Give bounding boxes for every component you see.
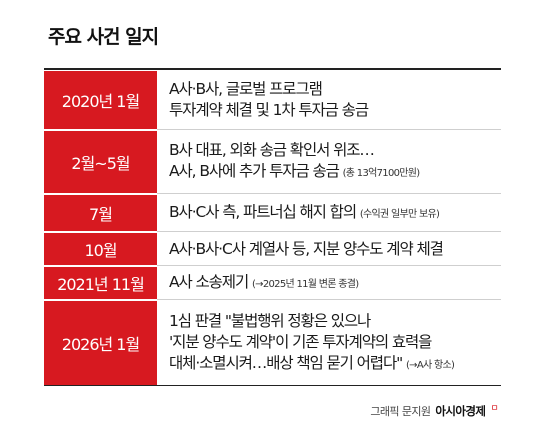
description-line: A사·B사·C사 계열사 등, 지분 양수도 계약 체결 [169,239,444,258]
description-line: A사, B사에 추가 투자금 송금 (총 13억7100만원) [169,161,501,184]
timeline-date: 2020년 1월 [44,71,157,129]
row-divider [44,129,501,130]
description-line: 투자계약 체결 및 1차 투자금 송금 [169,101,369,119]
timeline-row: 2020년 1월 A사·B사, 글로벌 프로그램 투자계약 체결 및 1차 투자… [44,71,501,130]
timeline-description: A사·B사, 글로벌 프로그램 투자계약 체결 및 1차 투자금 송금 [169,71,501,129]
timeline-row: 10월 A사·B사·C사 계열사 등, 지분 양수도 계약 체결 [44,233,501,266]
timeline-description: B사·C사 측, 파트너십 해지 합의 (수익권 일부만 보유) [169,195,501,231]
row-divider [44,193,501,194]
brand-mark-icon: ㅁ [490,404,498,414]
description-line: 1심 판결 "불법행위 정황은 있으나 [169,311,371,330]
timeline-row: 7월 B사·C사 측, 파트너십 해지 합의 (수익권 일부만 보유) [44,195,501,232]
timeline-date: 2월~5월 [44,131,157,193]
timeline-date: 7월 [44,195,157,231]
row-divider [44,265,501,266]
description-text: 대체·소멸시켜…배상 책임 묻기 어렵다" [169,353,403,372]
description-line: '지분 양수도 계약'이 기존 투자계약의 효력을 [169,332,432,351]
description-note: (→A사 항소) [405,359,455,371]
graphic-credit: 그래픽 문지원 아시아경제 ㅁ [370,403,498,419]
description-note: (수익권 일부만 보유) [359,208,440,220]
timeline-row: 2026년 1월 1심 판결 "불법행위 정황은 있으나 '지분 양수도 계약'… [44,301,501,385]
timeline-description: A사·B사·C사 계열사 등, 지분 양수도 계약 체결 [169,233,501,265]
title-rule [44,68,501,70]
description-text: A사, B사에 추가 투자금 송금 [169,162,340,180]
page-title: 주요 사건 일지 [48,26,159,48]
timeline-date: 2026년 1월 [44,301,157,385]
timeline-row: 2021년 11월 A사 소송제기 (→2025년 11월 변론 종결) [44,267,501,300]
timeline-date: 10월 [44,233,157,265]
description-line: A사 소송제기 (→2025년 11월 변론 종결) [169,272,501,295]
description-line: B사 대표, 외화 송금 확인서 위조… [169,141,375,159]
description-note: (→2025년 11월 변론 종결) [251,278,359,290]
description-text: B사·C사 측, 파트너십 해지 합의 [169,202,357,221]
description-note: (총 13억7100만원) [342,168,421,179]
row-divider [44,231,501,232]
description-line: B사·C사 측, 파트너십 해지 합의 (수익권 일부만 보유) [169,202,501,225]
timeline-description: 1심 판결 "불법행위 정황은 있으나 '지분 양수도 계약'이 기존 투자계약… [169,301,501,385]
timeline-date: 2021년 11월 [44,267,157,299]
credit-label: 그래픽 문지원 [370,405,431,418]
description-line: 대체·소멸시켜…배상 책임 묻기 어렵다" (→A사 항소) [169,353,501,376]
timeline-row: 2월~5월 B사 대표, 외화 송금 확인서 위조… A사, B사에 추가 투자… [44,131,501,194]
bottom-rule [44,385,501,386]
brand-logo: 아시아경제 [435,404,486,418]
row-divider [44,299,501,300]
timeline-description: A사 소송제기 (→2025년 11월 변론 종결) [169,267,501,299]
description-text: A사 소송제기 [169,272,249,291]
description-line: A사·B사, 글로벌 프로그램 [169,80,323,98]
timeline-description: B사 대표, 외화 송금 확인서 위조… A사, B사에 추가 투자금 송금 (… [169,131,501,193]
